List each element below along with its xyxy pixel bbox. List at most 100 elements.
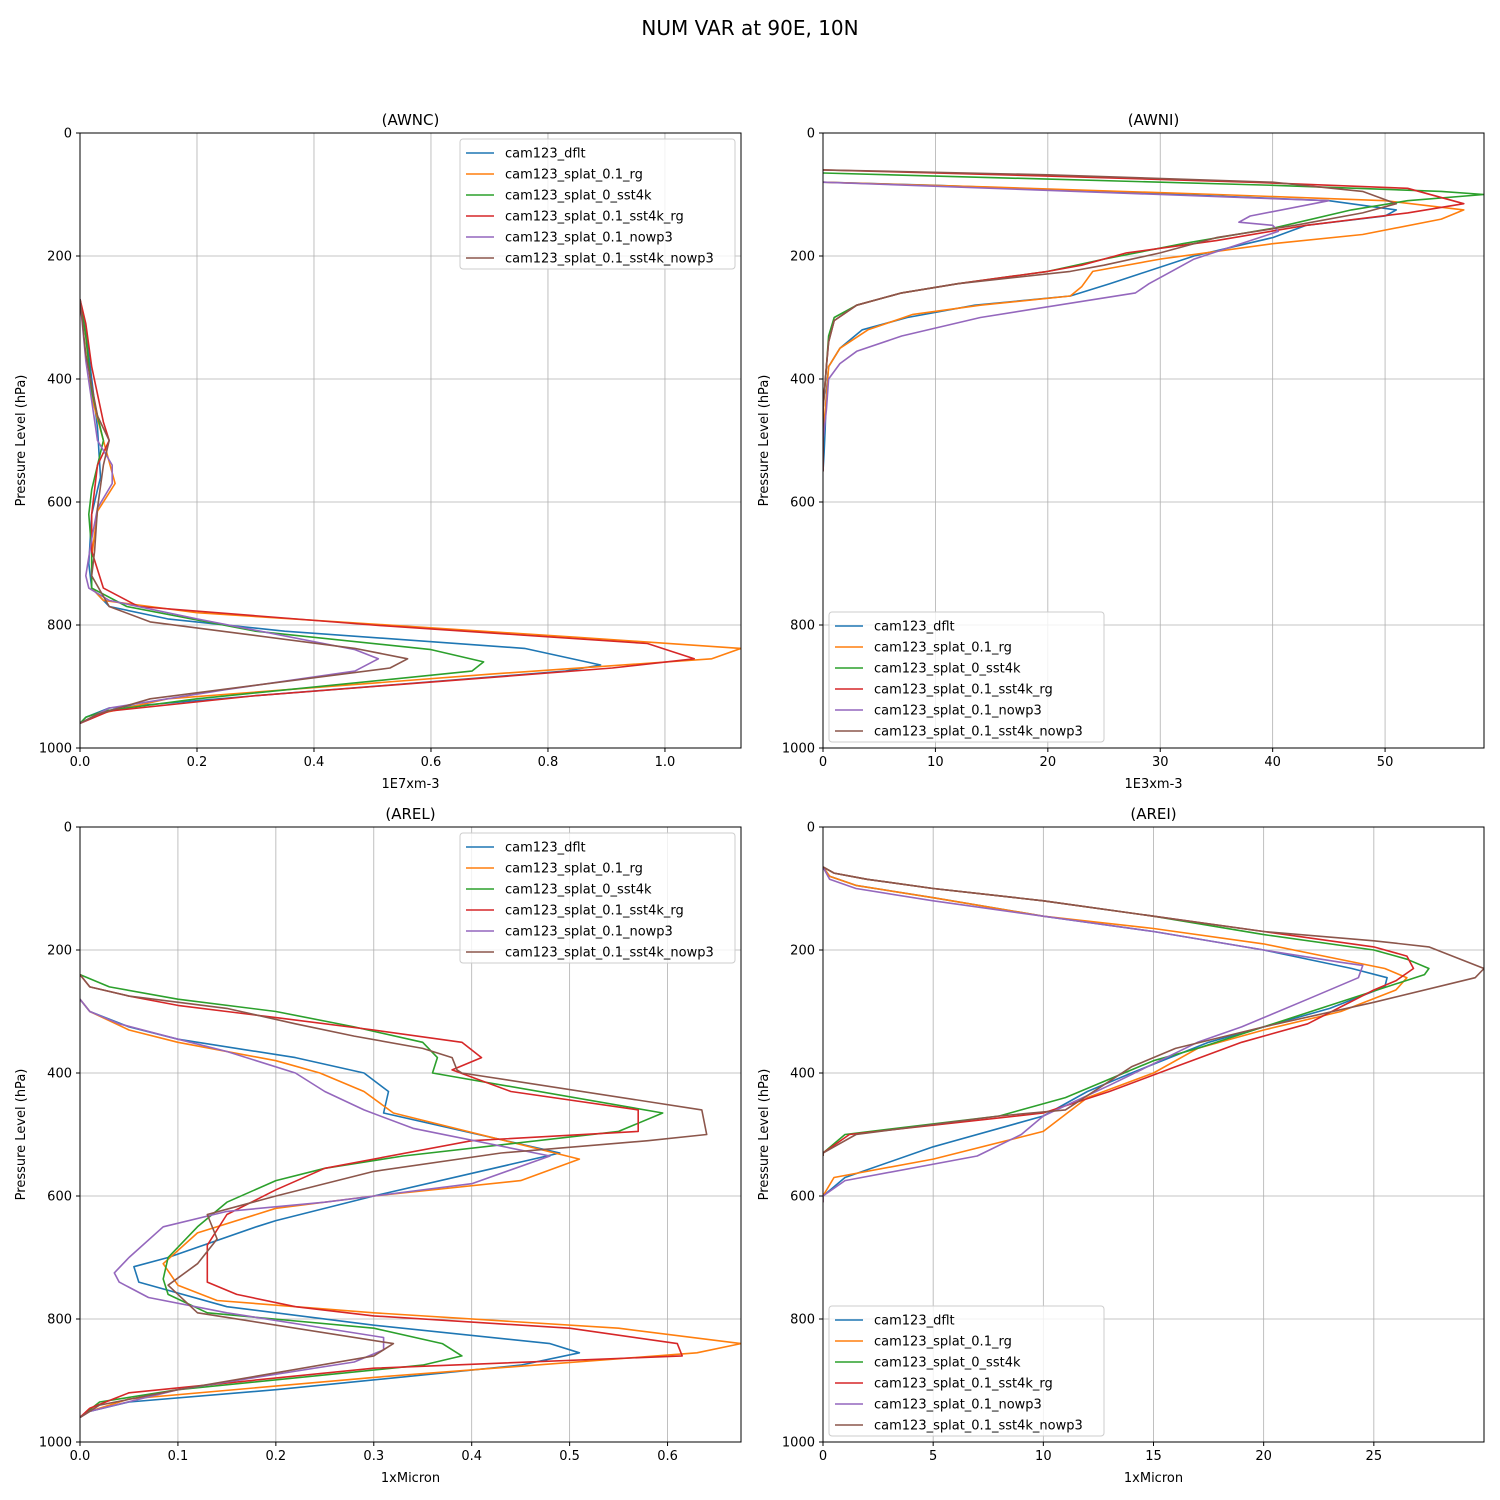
y-axis-label: Pressure Level (hPa) [757, 375, 772, 507]
legend: cam123_dflt cam123_splat_0.1_rg cam123_spl… [828, 611, 1105, 743]
legend-label: cam123_splat_0.1_sst4k_rg [505, 904, 684, 919]
legend-label: cam123_dflt [505, 841, 586, 856]
series-line-cam123_dflt [823, 866, 1388, 1203]
series-line-cam123_splat_0.1_sst4k_rg [823, 169, 1465, 472]
x-tick-label: 0.4 [304, 755, 325, 770]
figure-title: NUM VAR at 90E, 10N [641, 16, 859, 40]
legend-label: cam123_splat_0.1_rg [874, 641, 1012, 656]
legend: cam123_dflt cam123_splat_0.1_rg cam123_spl… [459, 138, 736, 270]
series-line-cam123_splat_0.1_rg [823, 181, 1465, 472]
x-axis-label: 1xMicron [1124, 1471, 1183, 1486]
series-line-cam123_dflt [80, 998, 581, 1419]
x-tick-label: 15 [1145, 1449, 1162, 1464]
legend-label: cam123_splat_0.1_nowp3 [874, 704, 1042, 719]
series-line-cam123_splat_0.1_sst4k_nowp3 [823, 169, 1398, 472]
x-axis-label: 1E3xm-3 [1124, 777, 1182, 792]
y-tick-label: 400 [790, 1067, 815, 1082]
y-tick-label: 600 [790, 1190, 815, 1205]
x-tick-label: 0 [819, 755, 827, 770]
legend-label: cam123_splat_0.1_sst4k_rg [874, 1377, 1053, 1392]
legend: cam123_dflt cam123_splat_0.1_rg cam123_spl… [828, 1305, 1105, 1437]
x-tick-label: 0.4 [461, 1449, 482, 1464]
chart-title: (AWNC) [382, 111, 440, 129]
legend-label: cam123_splat_0.1_sst4k_nowp3 [505, 946, 714, 961]
x-tick-label: 20 [1040, 755, 1057, 770]
axes-frame [822, 132, 1485, 749]
y-tick-label: 800 [47, 619, 72, 634]
legend-label: cam123_splat_0.1_sst4k_nowp3 [874, 1419, 1083, 1434]
x-axis-label: 1E7xm-3 [381, 777, 439, 792]
chart-panel-4: 0 5 10 15 20 25 0 200 400 600 800 1000 (AREI) 1xMicro… [757, 805, 1485, 1486]
chart-title: (AREI) [1130, 805, 1176, 823]
x-tick-label: 0.3 [363, 1449, 384, 1464]
y-tick-label: 0 [807, 127, 815, 142]
x-tick-label: 0.8 [538, 755, 559, 770]
y-tick-label: 600 [47, 1190, 72, 1205]
y-axis-label: Pressure Level (hPa) [14, 375, 29, 507]
x-tick-label: 20 [1255, 1449, 1272, 1464]
y-tick-label: 200 [47, 250, 72, 265]
x-tick-label: 10 [927, 755, 944, 770]
x-tick-label: 0.0 [70, 1449, 91, 1464]
series-group [80, 298, 741, 725]
series-line-cam123_splat_0.1_rg [823, 866, 1408, 1203]
legend-label: cam123_splat_0_sst4k [874, 662, 1021, 677]
axes-frame [79, 132, 742, 749]
x-tick-label: 0.0 [70, 755, 91, 770]
y-axis-label: Pressure Level (hPa) [757, 1069, 772, 1201]
series-line-cam123_splat_0.1_nowp3 [823, 181, 1330, 472]
series-group [823, 866, 1484, 1203]
legend-label: cam123_splat_0.1_sst4k_rg [505, 210, 684, 225]
x-tick-label: 40 [1264, 755, 1281, 770]
legend-label: cam123_splat_0_sst4k [505, 189, 652, 204]
series-line-cam123_splat_0.1_sst4k_rg [823, 866, 1415, 1156]
series-line-cam123_splat_0.1_rg [80, 998, 741, 1419]
legend-label: cam123_splat_0.1_nowp3 [505, 231, 673, 246]
legend-label: cam123_splat_0.1_rg [505, 862, 643, 877]
x-tick-label: 5 [929, 1449, 937, 1464]
legend-label: cam123_splat_0.1_rg [505, 168, 643, 183]
legend-label: cam123_dflt [874, 620, 955, 635]
y-tick-label: 400 [790, 373, 815, 388]
legend-label: cam123_splat_0.1_sst4k_nowp3 [874, 725, 1083, 740]
y-tick-label: 200 [790, 250, 815, 265]
y-axis-label: Pressure Level (hPa) [14, 1069, 29, 1201]
legend-box [459, 138, 736, 270]
legend-label: cam123_splat_0_sst4k [505, 883, 652, 898]
y-tick-label: 200 [790, 944, 815, 959]
x-tick-label: 10 [1035, 1449, 1052, 1464]
chart-title: (AWNI) [1128, 111, 1180, 129]
x-tick-label: 0.2 [266, 1449, 287, 1464]
x-tick-label: 30 [1152, 755, 1169, 770]
legend-label: cam123_splat_0_sst4k [874, 1356, 1021, 1371]
series-line-cam123_splat_0.1_sst4k_rg [80, 298, 696, 725]
x-axis-label: 1xMicron [381, 1471, 440, 1486]
legend-label: cam123_splat_0.1_rg [874, 1335, 1012, 1350]
legend: cam123_dflt cam123_splat_0.1_rg cam123_spl… [459, 832, 736, 964]
legend-label: cam123_dflt [505, 147, 586, 162]
y-tick-label: 400 [47, 373, 72, 388]
y-tick-label: 400 [47, 1067, 72, 1082]
x-tick-label: 25 [1366, 1449, 1383, 1464]
y-tick-label: 1000 [39, 1436, 72, 1451]
x-tick-label: 0 [819, 1449, 827, 1464]
y-tick-label: 800 [47, 1313, 72, 1328]
series-line-cam123_splat_0.1_sst4k_nowp3 [80, 299, 409, 725]
series-line-cam123_splat_0_sst4k [80, 298, 485, 724]
legend-label: cam123_splat_0.1_sst4k_rg [874, 683, 1053, 698]
legend-label: cam123_splat_0.1_nowp3 [874, 1398, 1042, 1413]
y-tick-label: 800 [790, 1313, 815, 1328]
y-tick-label: 200 [47, 944, 72, 959]
series-line-cam123_splat_0.1_sst4k_rg [80, 974, 684, 1418]
legend-box [828, 611, 1105, 743]
y-tick-label: 1000 [39, 742, 72, 757]
y-tick-label: 800 [790, 619, 815, 634]
y-tick-label: 0 [64, 127, 72, 142]
series-group [823, 169, 1484, 472]
legend-box [828, 1305, 1105, 1437]
series-line-cam123_splat_0.1_sst4k_nowp3 [80, 974, 708, 1419]
legend-box [459, 832, 736, 964]
legend-label: cam123_splat_0.1_nowp3 [505, 925, 673, 940]
series-line-cam123_splat_0.1_sst4k_nowp3 [823, 866, 1484, 1156]
